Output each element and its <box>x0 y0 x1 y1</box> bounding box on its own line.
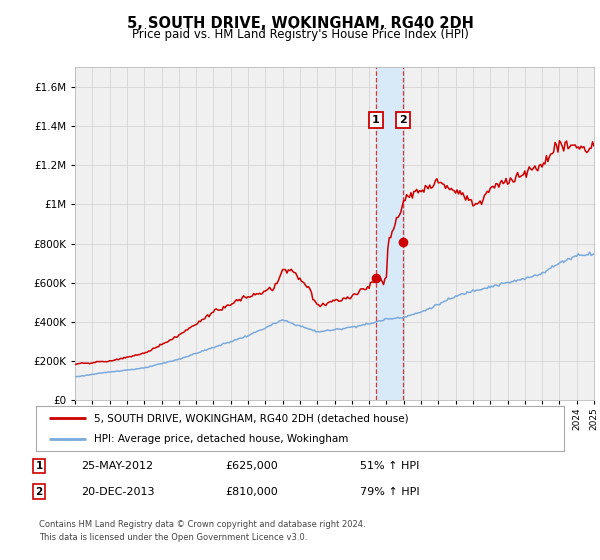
Text: 1: 1 <box>372 115 380 125</box>
Bar <box>376 67 403 400</box>
Text: Contains HM Land Registry data © Crown copyright and database right 2024.: Contains HM Land Registry data © Crown c… <box>39 520 365 529</box>
Text: 20-DEC-2013: 20-DEC-2013 <box>81 487 155 497</box>
Text: 5, SOUTH DRIVE, WOKINGHAM, RG40 2DH: 5, SOUTH DRIVE, WOKINGHAM, RG40 2DH <box>127 16 473 31</box>
Text: 79% ↑ HPI: 79% ↑ HPI <box>360 487 419 497</box>
Text: £810,000: £810,000 <box>225 487 278 497</box>
Text: 51% ↑ HPI: 51% ↑ HPI <box>360 461 419 471</box>
Text: Price paid vs. HM Land Registry's House Price Index (HPI): Price paid vs. HM Land Registry's House … <box>131 28 469 41</box>
Text: 25-MAY-2012: 25-MAY-2012 <box>81 461 153 471</box>
Text: 5, SOUTH DRIVE, WOKINGHAM, RG40 2DH (detached house): 5, SOUTH DRIVE, WOKINGHAM, RG40 2DH (det… <box>94 413 409 423</box>
Text: This data is licensed under the Open Government Licence v3.0.: This data is licensed under the Open Gov… <box>39 533 307 542</box>
Text: 2: 2 <box>399 115 407 125</box>
Text: HPI: Average price, detached house, Wokingham: HPI: Average price, detached house, Woki… <box>94 433 349 444</box>
Text: £625,000: £625,000 <box>225 461 278 471</box>
Text: 1: 1 <box>35 461 43 471</box>
Text: 2: 2 <box>35 487 43 497</box>
